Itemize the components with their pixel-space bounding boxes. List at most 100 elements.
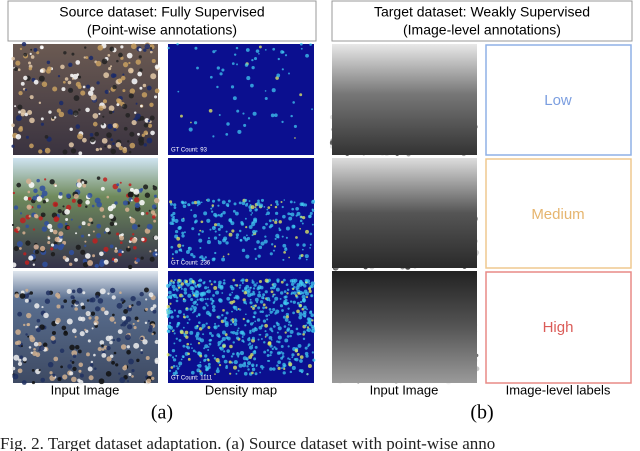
texture-dot xyxy=(311,223,314,226)
texture-dot xyxy=(125,316,132,323)
texture-dot xyxy=(98,112,101,115)
texture-dot xyxy=(205,302,208,305)
texture-dot xyxy=(241,332,246,336)
texture-dot xyxy=(219,284,224,289)
texture-dot xyxy=(259,310,262,313)
texture-dot xyxy=(109,340,113,345)
texture-dot xyxy=(171,356,175,359)
texture-dot xyxy=(193,306,197,310)
texture-dot xyxy=(108,67,112,71)
gt-count: GT Count: 1111 xyxy=(171,376,213,382)
texture-dot xyxy=(235,336,240,340)
texture-dot xyxy=(307,364,312,369)
texture-dot xyxy=(223,279,226,282)
texture-dot xyxy=(249,301,252,303)
texture-dot xyxy=(118,52,123,58)
texture-dot xyxy=(69,127,73,132)
texture-dot xyxy=(276,331,279,334)
texture-dot xyxy=(245,254,250,259)
texture-dot xyxy=(218,233,221,236)
column-label: Density map xyxy=(205,382,277,397)
texture-dot xyxy=(182,204,187,209)
texture-dot xyxy=(181,258,185,261)
texture-dot xyxy=(283,290,287,293)
texture-dot xyxy=(262,366,265,369)
texture-dot xyxy=(249,286,252,289)
texture-dot xyxy=(103,246,109,252)
texture-dot xyxy=(173,332,176,335)
texture-dot xyxy=(131,78,138,85)
texture-dot xyxy=(30,55,35,59)
texture-dot xyxy=(266,353,270,357)
level-label: Low xyxy=(544,92,572,109)
texture-dot xyxy=(207,362,211,366)
texture-dot xyxy=(155,253,158,256)
texture-dot xyxy=(68,249,75,256)
texture-dot xyxy=(272,285,276,290)
texture-dot xyxy=(251,66,255,70)
texture-dot xyxy=(17,68,21,72)
texture-dot xyxy=(92,238,98,244)
texture-dot xyxy=(292,285,296,289)
texture-dot xyxy=(88,55,94,61)
texture-dot xyxy=(187,246,192,251)
header-box xyxy=(331,0,633,42)
texture-dot xyxy=(43,312,49,319)
texture-dot xyxy=(84,244,87,248)
texture-dot xyxy=(199,371,204,376)
texture-dot xyxy=(282,315,286,319)
texture-dot xyxy=(141,133,146,137)
texture-dot xyxy=(173,342,176,345)
texture-dot xyxy=(80,302,85,307)
texture-dot xyxy=(111,203,116,209)
texture-dot xyxy=(94,197,101,204)
texture-dot xyxy=(267,341,272,345)
texture-dot xyxy=(82,85,86,89)
texture-dot xyxy=(56,304,61,309)
texture-dot xyxy=(197,351,201,354)
texture-dot xyxy=(295,206,299,211)
texture-dot xyxy=(257,199,260,203)
texture-dot xyxy=(92,121,98,127)
texture-dot xyxy=(207,358,210,362)
texture-dot xyxy=(224,322,229,328)
texture-dot xyxy=(98,261,105,267)
texture-dot xyxy=(32,228,36,231)
texture-dot xyxy=(226,349,230,353)
texture-dot xyxy=(114,247,118,250)
texture-dot xyxy=(113,259,118,263)
texture-dot xyxy=(266,208,269,211)
texture-dot xyxy=(176,365,178,368)
texture-dot xyxy=(228,360,232,364)
texture-dot xyxy=(78,362,84,368)
texture-dot xyxy=(232,305,236,309)
texture-dot xyxy=(246,234,248,237)
texture-dot xyxy=(282,258,285,261)
texture-dot xyxy=(172,294,176,297)
texture-dot xyxy=(272,219,275,222)
texture-dot xyxy=(221,314,224,317)
texture-dot xyxy=(127,246,130,249)
texture-dot xyxy=(17,361,23,367)
texture-dot xyxy=(44,135,49,139)
texture-dot xyxy=(72,328,77,334)
texture-dot xyxy=(122,89,126,93)
texture-dot xyxy=(184,201,187,205)
texture-dot xyxy=(215,290,220,295)
texture-dot xyxy=(283,325,287,328)
texture-dot xyxy=(213,325,217,329)
texture-dot xyxy=(85,56,89,59)
texture-dot xyxy=(305,229,309,234)
texture-dot xyxy=(180,282,184,286)
texture-dot xyxy=(281,120,284,124)
texture-dot xyxy=(144,118,150,123)
texture-dot xyxy=(115,142,122,148)
texture-dot xyxy=(39,185,46,192)
texture-dot xyxy=(137,224,141,228)
texture-dot xyxy=(194,293,199,298)
texture-dot xyxy=(258,280,263,284)
texture-dot xyxy=(76,73,80,76)
texture-dot xyxy=(232,352,235,356)
texture-dot xyxy=(111,360,115,365)
texture-dot xyxy=(200,220,204,224)
